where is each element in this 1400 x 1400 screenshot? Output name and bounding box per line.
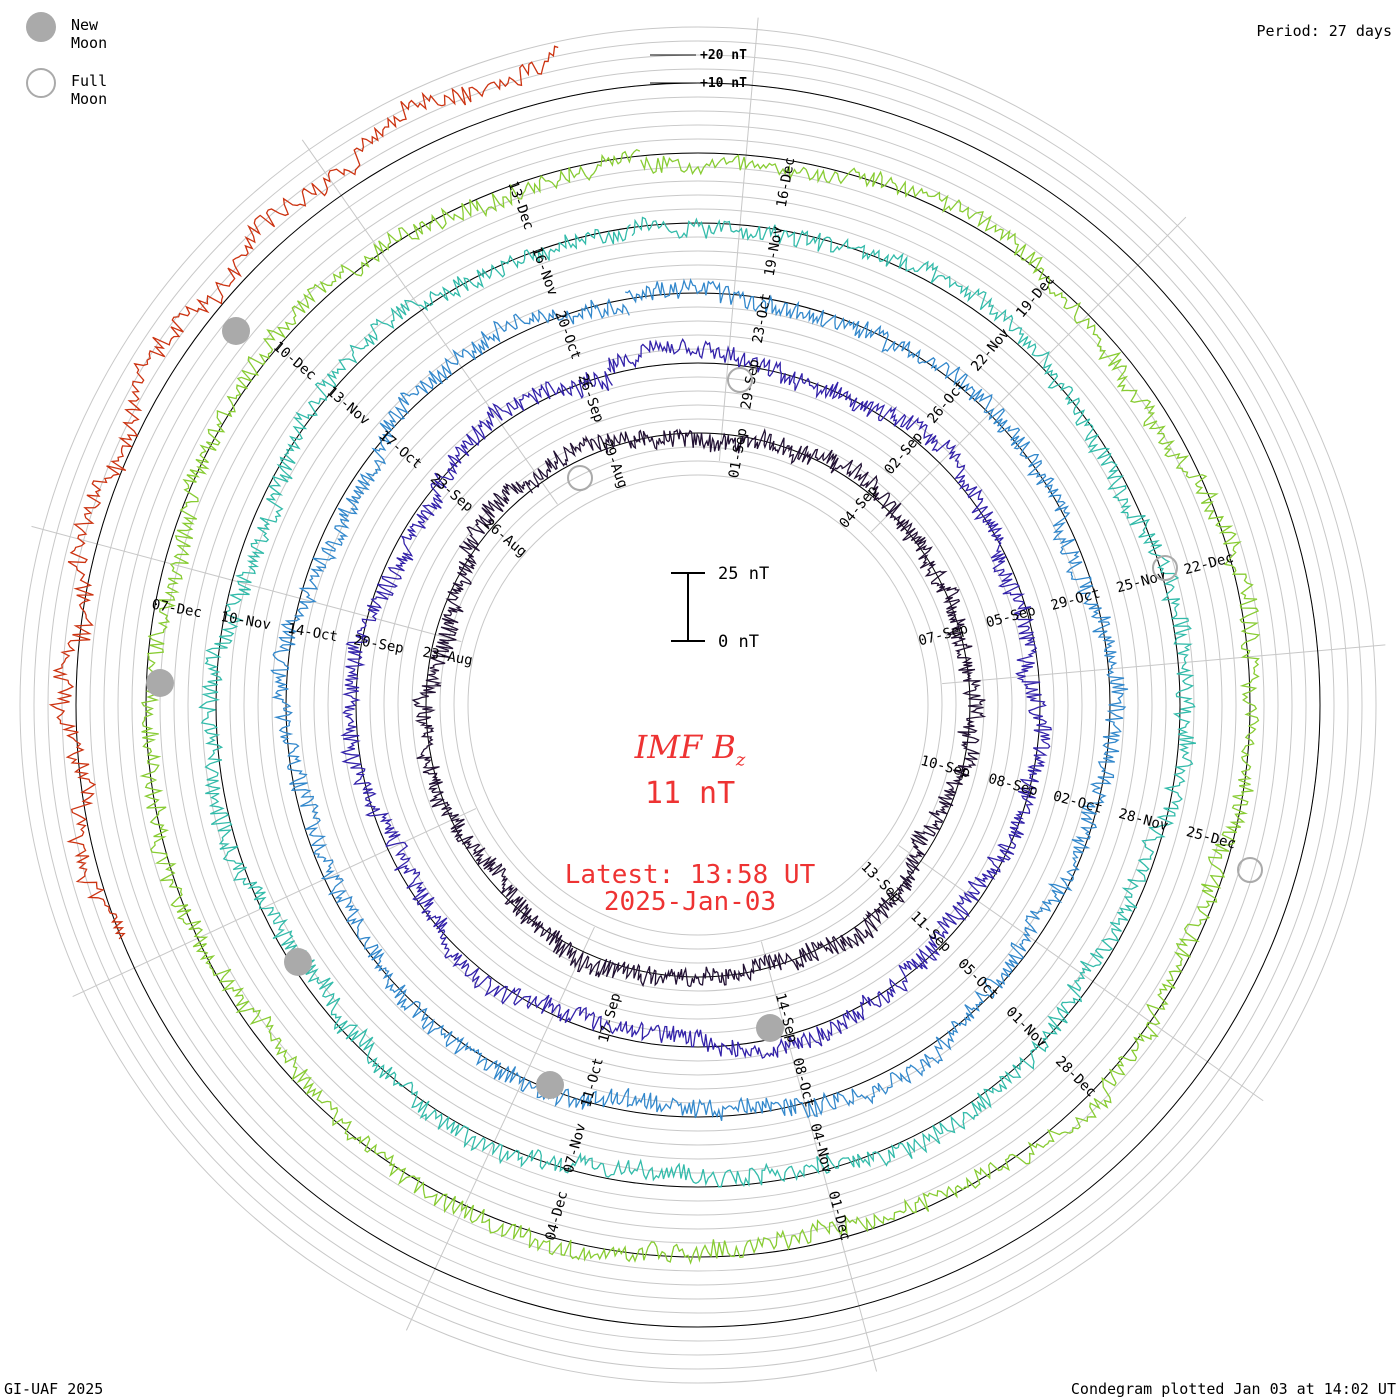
- grid-ring: [173, 180, 1223, 1230]
- ring-scale-outer-label: +20 nT: [700, 48, 747, 63]
- grid-spoke: [72, 808, 477, 998]
- grid-ring: [467, 474, 929, 936]
- date-tick-label: 04-Dec: [543, 1189, 572, 1242]
- date-tick-label: 26-Sep: [574, 372, 606, 425]
- grid-ring: [299, 306, 1097, 1104]
- date-tick-label: 22-Nov: [968, 326, 1013, 375]
- grid-ring: [103, 110, 1293, 1300]
- series-line-2: [340, 338, 1053, 1059]
- date-tick-label: 29-Aug: [598, 438, 630, 491]
- grid-ring: [229, 236, 1167, 1174]
- date-tick-label: 08-Oct: [789, 1056, 818, 1109]
- full-moon-icon: [26, 68, 56, 98]
- grid-spoke: [301, 139, 558, 505]
- date-tick-label: 13-Nov: [324, 384, 373, 429]
- date-tick-label: 11-Oct: [578, 1056, 607, 1109]
- grid-ring: [439, 446, 957, 964]
- grid-ring: [19, 26, 1377, 1384]
- grid-ring: [257, 264, 1139, 1146]
- grid-spoke: [31, 525, 462, 643]
- grid-ring: [33, 40, 1363, 1370]
- grid-ring: [453, 460, 943, 950]
- latest-date: 2025-Jan-03: [603, 887, 777, 917]
- date-tick-label: 07-Dec: [150, 597, 203, 622]
- latest-time: Latest: 13:58 UT: [564, 860, 816, 890]
- date-tick-label: 19-Dec: [1013, 272, 1058, 321]
- grid-spoke: [870, 216, 1187, 533]
- date-tick-label: 02-Sep: [881, 429, 926, 478]
- series-line-6: [48, 45, 559, 940]
- date-tick-label: 04-Sep: [836, 483, 881, 532]
- period-label: Period: 27 days: [1256, 22, 1392, 40]
- grid-ring: [313, 320, 1083, 1090]
- current-value: 11 nT: [644, 776, 736, 811]
- series-line-4: [198, 216, 1197, 1188]
- grid-ring: [243, 250, 1153, 1160]
- scale-bar-bottom-label: 0 nT: [718, 632, 759, 652]
- legend-full-moon-label: Full Moon: [71, 72, 108, 108]
- date-tick-label: 01-Nov: [1003, 1004, 1050, 1051]
- date-tick-label: 20-Oct: [552, 309, 584, 362]
- grid-spoke: [405, 926, 595, 1331]
- date-tick-label: 10-Nov: [219, 609, 272, 634]
- baseline-ring: [355, 362, 1041, 1048]
- quantity-subscript: z: [735, 749, 746, 771]
- grid-ring: [47, 54, 1349, 1356]
- new-moon-marker: [536, 1071, 564, 1099]
- date-tick-label: 29-Oct: [1049, 585, 1102, 614]
- date-tick-label: 28-Dec: [1052, 1053, 1099, 1100]
- grid-ring: [61, 68, 1335, 1342]
- grid-ring: [89, 96, 1307, 1314]
- plotted-label: Condegram plotted Jan 03 at 14:02 UT: [1070, 1380, 1396, 1398]
- full-moon-marker: [567, 465, 593, 491]
- date-tick-label: 10-Dec: [270, 339, 319, 384]
- full-moon-marker: [1152, 555, 1178, 581]
- date-tick-label: 16-Nov: [528, 245, 560, 298]
- quantity-name: IMF B: [634, 728, 736, 766]
- full-moon-marker: [1237, 857, 1263, 883]
- full-moon-marker: [727, 367, 753, 393]
- grid-spoke: [942, 644, 1386, 685]
- scale-bar-top-label: 25 nT: [718, 564, 770, 584]
- grid-spoke: [760, 941, 878, 1372]
- credit-label: GI-UAF 2025: [4, 1380, 104, 1398]
- series-line-3: [270, 278, 1129, 1121]
- series-line-1: [411, 427, 987, 988]
- grid-ring: [117, 124, 1279, 1286]
- date-tick-label: 26-Oct: [925, 378, 970, 427]
- new-moon-icon: [26, 12, 56, 42]
- date-tick-label: 14-Oct: [286, 621, 339, 646]
- grid-ring: [383, 390, 1013, 1020]
- baseline-ring: [145, 152, 1251, 1258]
- date-tick-label: 28-Nov: [1117, 806, 1170, 835]
- date-tick-label: 04-Nov: [807, 1122, 836, 1175]
- new-moon-marker: [284, 948, 312, 976]
- grid-ring: [271, 278, 1125, 1132]
- date-tick-label: 07-Nov: [561, 1122, 590, 1175]
- grid-ring: [411, 418, 985, 992]
- date-tick-label: 01-Dec: [825, 1189, 854, 1242]
- series-line-5: [139, 148, 1261, 1265]
- new-moon-marker: [222, 317, 250, 345]
- date-tick-label: 26-Aug: [481, 516, 530, 561]
- ring-scale-inner-label: +10 nT: [700, 76, 747, 91]
- grid-ring: [187, 194, 1209, 1216]
- date-tick-label: 25-Nov: [1115, 568, 1168, 597]
- new-moon-marker: [756, 1014, 784, 1042]
- legend-new-moon-label: New Moon: [71, 16, 108, 52]
- grid-spoke: [718, 17, 759, 461]
- date-tick-label: 13-Dec: [504, 179, 536, 232]
- grid-ring: [131, 138, 1265, 1272]
- grid-ring: [327, 334, 1069, 1076]
- grid-ring: [397, 404, 999, 1006]
- baseline-ring: [75, 82, 1321, 1328]
- quantity-title: IMF Bz: [390, 728, 990, 770]
- date-tick-label: 16-Dec: [774, 156, 799, 209]
- new-moon-marker: [146, 669, 174, 697]
- date-tick-label: 22-Dec: [1182, 550, 1235, 579]
